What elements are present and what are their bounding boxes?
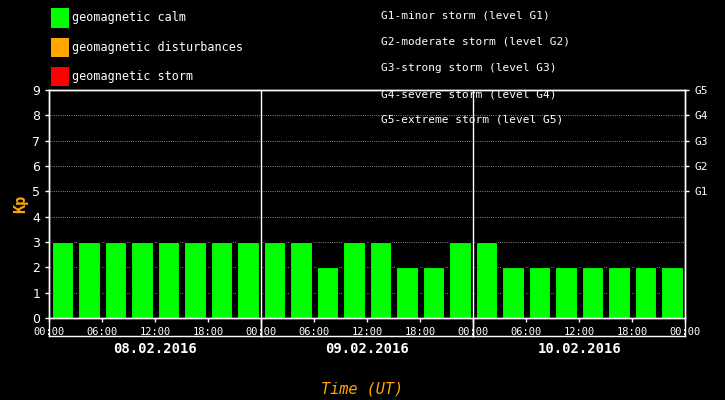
Bar: [476, 242, 497, 318]
Bar: [290, 242, 312, 318]
Text: G4-severe storm (level G4): G4-severe storm (level G4): [381, 89, 556, 99]
Bar: [502, 267, 523, 318]
Text: G1-minor storm (level G1): G1-minor storm (level G1): [381, 11, 550, 21]
Bar: [184, 242, 206, 318]
Bar: [51, 242, 73, 318]
Text: 10.02.2016: 10.02.2016: [537, 342, 621, 356]
Bar: [317, 267, 339, 318]
Bar: [104, 242, 126, 318]
Text: G5-extreme storm (level G5): G5-extreme storm (level G5): [381, 115, 563, 125]
Text: 08.02.2016: 08.02.2016: [113, 342, 197, 356]
Text: 09.02.2016: 09.02.2016: [326, 342, 409, 356]
Text: geomagnetic calm: geomagnetic calm: [72, 12, 186, 24]
Bar: [634, 267, 656, 318]
Bar: [449, 242, 471, 318]
Bar: [264, 242, 286, 318]
Bar: [211, 242, 233, 318]
Bar: [661, 267, 683, 318]
Bar: [608, 267, 630, 318]
Text: geomagnetic storm: geomagnetic storm: [72, 70, 194, 83]
Bar: [396, 267, 418, 318]
Bar: [237, 242, 259, 318]
Bar: [131, 242, 153, 318]
Text: Time (UT): Time (UT): [321, 381, 404, 396]
Bar: [581, 267, 603, 318]
Bar: [157, 242, 179, 318]
Y-axis label: Kp: Kp: [13, 195, 28, 213]
Bar: [343, 242, 365, 318]
Text: G3-strong storm (level G3): G3-strong storm (level G3): [381, 63, 556, 73]
Bar: [423, 267, 444, 318]
Bar: [555, 267, 577, 318]
Bar: [370, 242, 392, 318]
Bar: [78, 242, 100, 318]
Bar: [529, 267, 550, 318]
Text: geomagnetic disturbances: geomagnetic disturbances: [72, 41, 244, 54]
Text: G2-moderate storm (level G2): G2-moderate storm (level G2): [381, 37, 570, 47]
